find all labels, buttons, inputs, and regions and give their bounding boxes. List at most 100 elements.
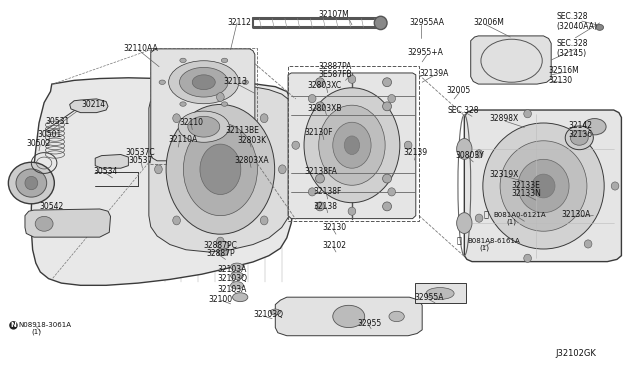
Ellipse shape [389,311,404,322]
Ellipse shape [270,309,280,315]
Ellipse shape [230,272,243,279]
Text: 32138: 32138 [313,202,337,211]
Ellipse shape [180,102,186,106]
Text: SEC.328: SEC.328 [556,12,588,21]
Text: N: N [10,323,17,328]
Text: 32887PA: 32887PA [318,62,351,71]
Ellipse shape [230,263,243,270]
Text: 32130: 32130 [322,223,346,232]
Ellipse shape [16,169,47,197]
Ellipse shape [333,305,365,328]
Text: 32103Q: 32103Q [253,311,283,320]
Ellipse shape [483,123,604,249]
Ellipse shape [344,136,360,154]
Ellipse shape [169,61,239,104]
Text: 32955+A: 32955+A [408,48,444,57]
Ellipse shape [518,159,569,213]
Bar [415,283,466,304]
Text: (32145): (32145) [556,49,586,58]
Text: J32102GK: J32102GK [555,349,596,358]
Ellipse shape [333,122,371,168]
Ellipse shape [230,282,243,289]
Text: 30534: 30534 [93,167,118,176]
Ellipse shape [319,105,385,185]
Text: 32103Q: 32103Q [218,274,248,283]
Ellipse shape [221,102,228,106]
Text: 32110A: 32110A [168,135,197,144]
Ellipse shape [570,131,588,145]
Text: 32803K: 32803K [237,136,266,145]
Text: 32887PC: 32887PC [204,241,237,250]
Polygon shape [95,154,129,168]
Ellipse shape [383,174,392,183]
Ellipse shape [292,141,300,149]
Text: Ⓑ: Ⓑ [457,236,461,246]
Text: 32955AA: 32955AA [410,19,444,28]
Ellipse shape [232,293,248,302]
Text: 32133N: 32133N [511,189,541,198]
Text: B081A0-6121A: B081A0-6121A [493,212,547,218]
Polygon shape [31,78,296,285]
Ellipse shape [308,188,316,196]
Ellipse shape [242,80,248,84]
Ellipse shape [316,202,324,211]
Ellipse shape [404,141,412,149]
Text: 32130A: 32130A [561,211,591,219]
Text: 32107M: 32107M [319,10,349,19]
Ellipse shape [308,94,316,103]
Bar [150,48,257,164]
Text: 32133E: 32133E [511,181,540,190]
Text: (1): (1) [506,218,516,225]
Text: 32955A: 32955A [415,293,444,302]
Ellipse shape [192,75,215,90]
Polygon shape [470,36,551,84]
Text: 32139A: 32139A [420,69,449,78]
Text: 32887P: 32887P [206,249,235,258]
Polygon shape [465,110,621,262]
Text: 32113: 32113 [223,77,248,86]
Ellipse shape [457,138,472,159]
Ellipse shape [316,174,324,183]
Text: 32006M: 32006M [473,19,504,28]
Polygon shape [149,86,291,252]
Ellipse shape [155,165,163,174]
Ellipse shape [221,58,228,62]
Ellipse shape [348,75,356,83]
Ellipse shape [348,207,356,215]
Text: B081A8-6161A: B081A8-6161A [467,238,520,244]
Text: 30537C: 30537C [125,148,155,157]
Bar [288,65,419,221]
Ellipse shape [260,216,268,225]
Ellipse shape [388,94,396,103]
Ellipse shape [476,214,483,222]
Text: 32005: 32005 [447,86,470,95]
Text: (32040AA): (32040AA) [556,22,597,31]
Ellipse shape [216,93,224,102]
Polygon shape [70,99,108,113]
Text: 30502: 30502 [26,139,51,148]
Text: 32138F: 32138F [313,187,341,196]
Text: SEC.328: SEC.328 [448,106,479,115]
Text: 32110: 32110 [179,118,204,127]
Text: 32955: 32955 [357,319,381,328]
Polygon shape [151,49,255,161]
Text: 32319X: 32319X [490,170,519,179]
Ellipse shape [35,217,53,231]
Ellipse shape [596,25,604,31]
Text: 32100: 32100 [208,295,232,304]
Ellipse shape [260,114,268,123]
Text: Ⓑ: Ⓑ [484,211,488,219]
Ellipse shape [500,141,587,231]
Text: 30214: 30214 [81,100,106,109]
Ellipse shape [218,250,228,256]
Text: 32112: 32112 [227,19,252,28]
Text: SEC.328: SEC.328 [556,39,588,48]
Text: 30537: 30537 [129,156,153,165]
Ellipse shape [304,88,400,203]
Ellipse shape [188,116,220,137]
Text: (1): (1) [479,244,490,251]
Ellipse shape [216,237,224,246]
Text: 30803Y: 30803Y [456,151,484,160]
Ellipse shape [159,80,166,84]
Text: 3E587FB: 3E587FB [318,70,352,79]
